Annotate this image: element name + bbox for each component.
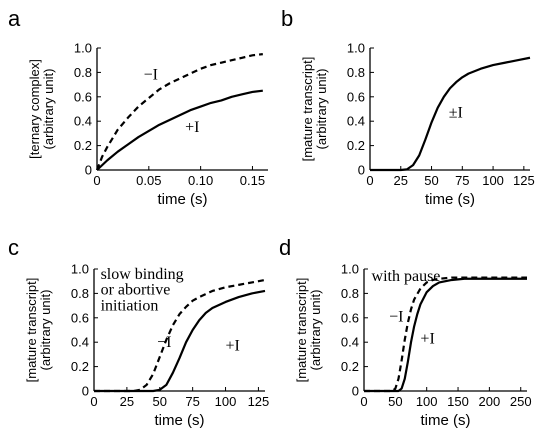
annotation-c-4: +I bbox=[226, 338, 240, 355]
annotation-d-1: −I bbox=[389, 308, 403, 325]
y-axis-sublabel-d: (arbitrary unit) bbox=[308, 290, 323, 371]
y-tick-label-b-3: 0.6 bbox=[347, 89, 365, 104]
y-tick-label-c-5: 1.0 bbox=[71, 262, 89, 277]
x-tick-label-a-3: 0.15 bbox=[240, 173, 265, 188]
annotation-d-2: +I bbox=[420, 330, 434, 347]
panel-label-c: c bbox=[8, 235, 19, 260]
y-tick-label-a-2: 0.4 bbox=[74, 114, 92, 129]
y-tick-label-a-3: 0.6 bbox=[74, 89, 92, 104]
series-d-plus-i bbox=[364, 277, 527, 393]
x-tick-label-d-5: 250 bbox=[510, 394, 532, 409]
y-axis-label-b: [mature transcript] bbox=[300, 57, 315, 162]
y-tick-label-a-5: 1.0 bbox=[74, 41, 92, 56]
x-tick-label-d-0: 0 bbox=[360, 394, 367, 409]
y-tick-label-d-5: 1.0 bbox=[341, 262, 359, 277]
x-tick-label-a-1: 0.05 bbox=[136, 173, 161, 188]
y-axis-label-c: [mature transcript] bbox=[24, 278, 39, 383]
x-tick-label-d-4: 200 bbox=[479, 394, 501, 409]
x-tick-label-c-0: 0 bbox=[90, 394, 97, 409]
x-tick-label-c-4: 100 bbox=[215, 394, 237, 409]
annotation-a-0: −I bbox=[144, 67, 158, 84]
panel-label-b: b bbox=[281, 6, 293, 31]
y-tick-label-a-4: 0.8 bbox=[74, 65, 92, 80]
series-c-minus-i bbox=[94, 278, 266, 393]
y-tick-label-c-4: 0.8 bbox=[71, 286, 89, 301]
x-tick-label-b-3: 75 bbox=[455, 173, 469, 188]
y-axis-label-d: [mature transcript] bbox=[294, 278, 309, 383]
panel-b: 0 0.2 0.4 0.6 0.8 1.0 0 25 50 75 100 125 time (s) [ma… bbox=[300, 41, 535, 209]
x-axis-label-c: time (s) bbox=[155, 412, 205, 429]
series-c-plus-i bbox=[94, 289, 266, 393]
y-tick-label-c-1: 0.2 bbox=[71, 359, 89, 374]
x-axis-label-b: time (s) bbox=[425, 191, 475, 208]
y-tick-label-d-4: 0.8 bbox=[341, 286, 359, 301]
y-tick-label-c-0: 0 bbox=[82, 384, 89, 399]
annotation-c-1: or abortive bbox=[101, 282, 171, 299]
series-d-minus-i bbox=[364, 276, 527, 393]
panel-a: 0 0.2 0.4 0.6 0.8 1.0 0 0.05 0.10 0.15 time (s) [te… bbox=[27, 41, 268, 208]
annotation-b-0: ±I bbox=[449, 105, 463, 122]
panel-label-a: a bbox=[8, 6, 21, 31]
x-tick-label-b-2: 50 bbox=[424, 173, 438, 188]
panel-label-d: d bbox=[279, 235, 291, 260]
panel-c: 0 0.2 0.4 0.6 0.8 1.0 0 25 50 75 100 125 time (s) [ma… bbox=[24, 262, 269, 430]
x-tick-label-c-1: 25 bbox=[120, 394, 134, 409]
x-tick-label-c-5: 125 bbox=[248, 394, 270, 409]
y-tick-label-b-0: 0 bbox=[358, 163, 365, 178]
annotation-c-2: initiation bbox=[101, 297, 159, 314]
y-tick-label-a-0: 0 bbox=[85, 163, 92, 178]
panel-d: 0 0.2 0.4 0.6 0.8 1.0 0 50 100 150 200 250 time (s) [… bbox=[294, 262, 532, 430]
y-tick-label-d-1: 0.2 bbox=[341, 359, 359, 374]
x-tick-label-d-2: 100 bbox=[416, 394, 438, 409]
series-b-plus-i bbox=[370, 56, 531, 172]
y-axis-sublabel-a: (arbitrary unit) bbox=[41, 69, 56, 150]
y-tick-label-c-2: 0.4 bbox=[71, 335, 89, 350]
y-axis-sublabel-c: (arbitrary unit) bbox=[38, 290, 53, 371]
x-axis-label-a: time (s) bbox=[158, 191, 208, 208]
x-tick-label-a-2: 0.10 bbox=[188, 173, 213, 188]
x-tick-label-c-2: 50 bbox=[153, 394, 167, 409]
y-tick-label-b-5: 1.0 bbox=[347, 41, 365, 56]
annotation-a-1: +I bbox=[185, 119, 199, 136]
x-axis-label-d: time (s) bbox=[421, 412, 471, 429]
x-tick-label-b-5: 125 bbox=[513, 173, 535, 188]
y-tick-label-d-2: 0.4 bbox=[341, 335, 359, 350]
x-tick-label-b-0: 0 bbox=[366, 173, 373, 188]
y-tick-label-c-3: 0.6 bbox=[71, 310, 89, 325]
series-a-minus-i bbox=[95, 53, 263, 171]
y-tick-label-a-1: 0.2 bbox=[74, 138, 92, 153]
annotation-c-0: slow binding bbox=[101, 266, 184, 283]
y-axis-sublabel-b: (arbitrary unit) bbox=[314, 69, 329, 150]
y-tick-label-b-2: 0.4 bbox=[347, 114, 365, 129]
series-a-plus-i bbox=[96, 89, 263, 171]
x-tick-label-d-3: 150 bbox=[447, 394, 469, 409]
x-tick-label-c-3: 75 bbox=[185, 394, 199, 409]
annotation-c-3: −I bbox=[157, 334, 171, 351]
y-tick-label-b-1: 0.2 bbox=[347, 138, 365, 153]
y-tick-label-d-3: 0.6 bbox=[341, 310, 359, 325]
x-tick-label-b-1: 25 bbox=[394, 173, 408, 188]
x-tick-label-a-0: 0 bbox=[93, 173, 100, 188]
y-axis-label-a: [ternary complex] bbox=[27, 59, 42, 159]
x-tick-label-b-4: 100 bbox=[482, 173, 504, 188]
x-tick-label-d-1: 50 bbox=[388, 394, 402, 409]
y-tick-label-b-4: 0.8 bbox=[347, 65, 365, 80]
y-tick-label-d-0: 0 bbox=[352, 384, 359, 399]
annotation-d-0: with pause bbox=[372, 268, 441, 285]
